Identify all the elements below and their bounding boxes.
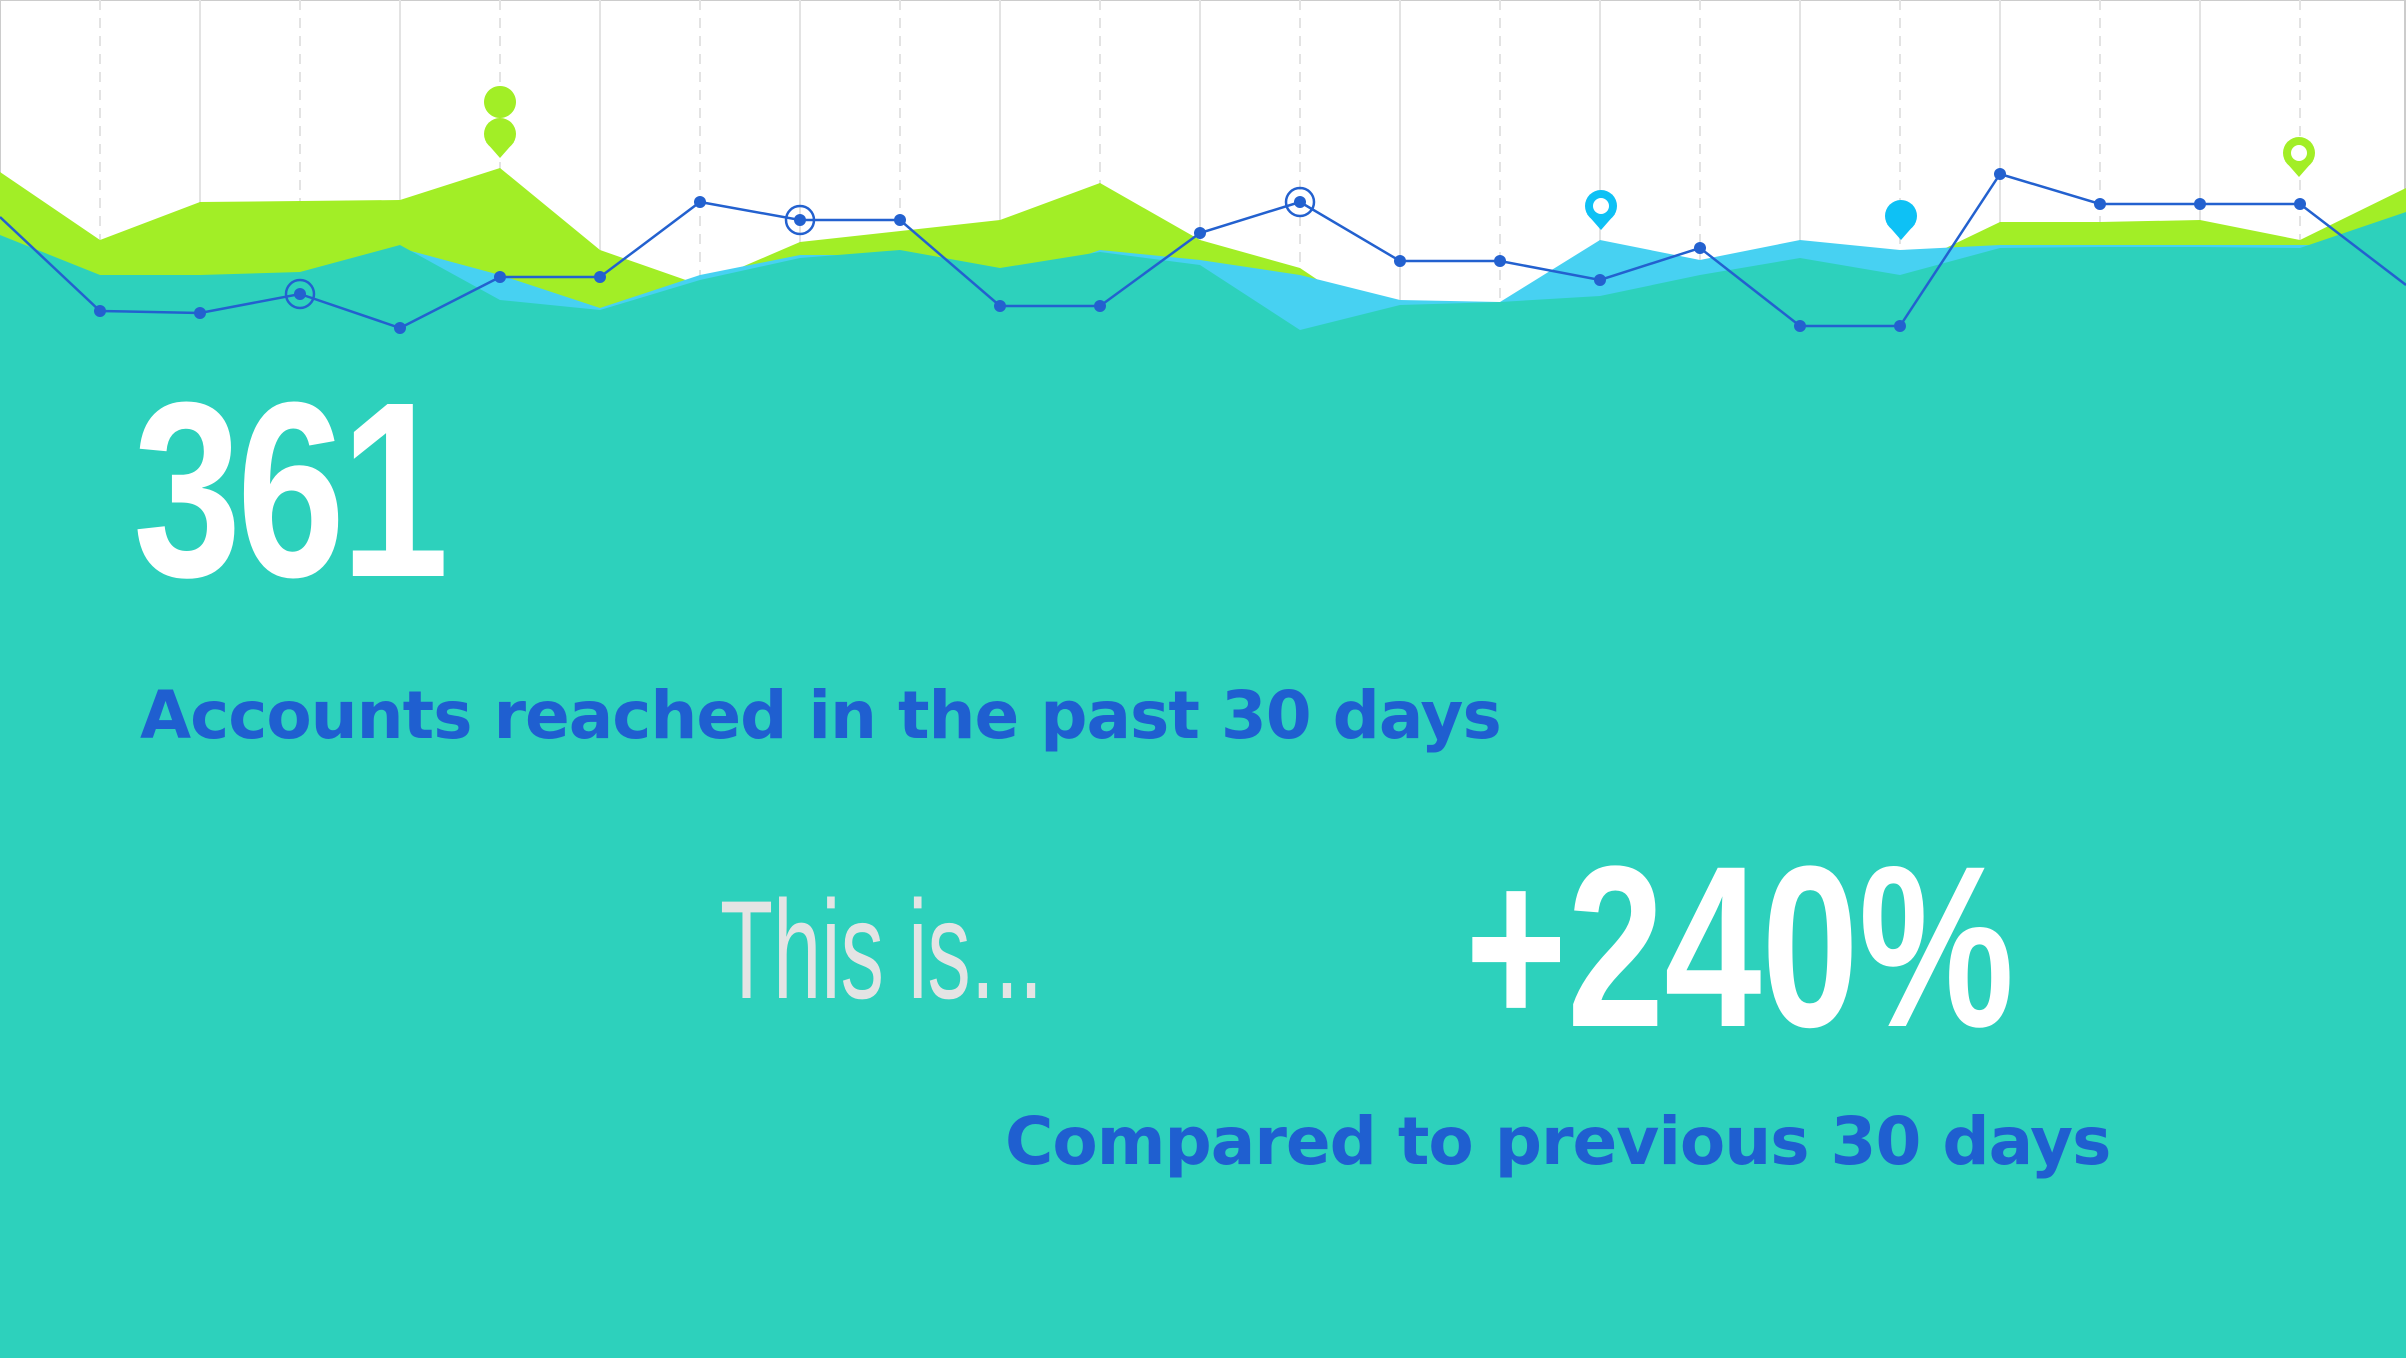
teal-area [0,212,2406,1358]
comparison-intro-text: This is... [720,871,1044,1028]
accounts-reached-value: 361 [133,350,449,629]
percent-change-value: +240% [1465,818,2015,1075]
accounts-reached-label: Accounts reached in the past 30 days [140,677,1502,754]
target-marker-icon [284,186,1316,310]
percent-change-label: Compared to previous 30 days [1005,1103,2111,1180]
location-pin-icon [484,86,2315,240]
trend-points [94,168,2306,334]
